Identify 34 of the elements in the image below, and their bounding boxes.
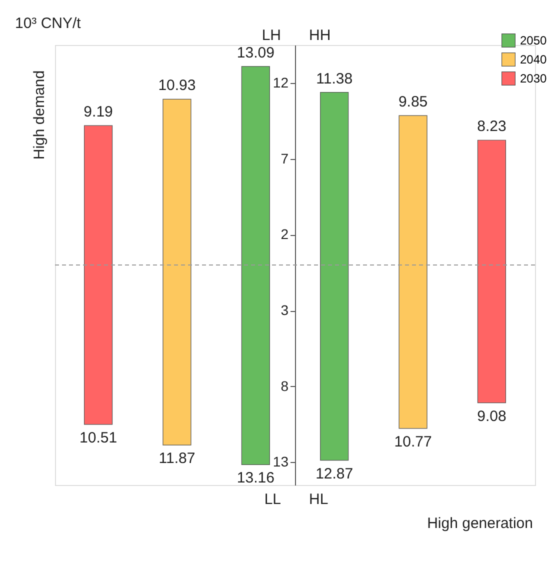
annotation: 10.51 [80, 429, 118, 446]
legend-label: 2040 [520, 52, 548, 66]
annotation: 13.09 [236, 44, 274, 62]
annotation: 9.08 [477, 408, 506, 425]
text: High demand [31, 70, 48, 160]
text: LL [264, 491, 281, 508]
text: LH [262, 27, 281, 44]
annotation: 10.93 [158, 77, 196, 94]
annotation: 9.85 [398, 94, 428, 111]
bar [477, 140, 506, 404]
annotation: 11.38 [316, 70, 353, 88]
y-tick-label: 8 [280, 378, 289, 394]
annotation: 12.87 [316, 465, 354, 482]
y-tick-label: 7 [280, 150, 289, 166]
y-tick-label: 3 [280, 302, 289, 318]
bar [241, 66, 270, 465]
annotation: 8.23 [477, 118, 506, 136]
bar [398, 115, 428, 429]
y-tick-label: 2 [280, 226, 289, 242]
y-tick-label: 12 [272, 74, 289, 90]
y-axis-title: 10³ CNY/t [15, 15, 82, 32]
text: High generation [427, 515, 533, 532]
legend-label: 2050 [520, 34, 548, 48]
legend-label: 2030 [520, 72, 548, 86]
annotation: 9.19 [84, 104, 113, 121]
annotation: 10.77 [394, 433, 432, 450]
y-tick-label: 13 [272, 454, 289, 470]
bar [162, 98, 192, 446]
text: HH [309, 27, 331, 44]
annotation: 13.16 [236, 470, 274, 487]
text: HL [309, 491, 328, 508]
bar [320, 92, 349, 461]
annotation: 11.87 [158, 450, 196, 468]
bar [84, 125, 113, 425]
